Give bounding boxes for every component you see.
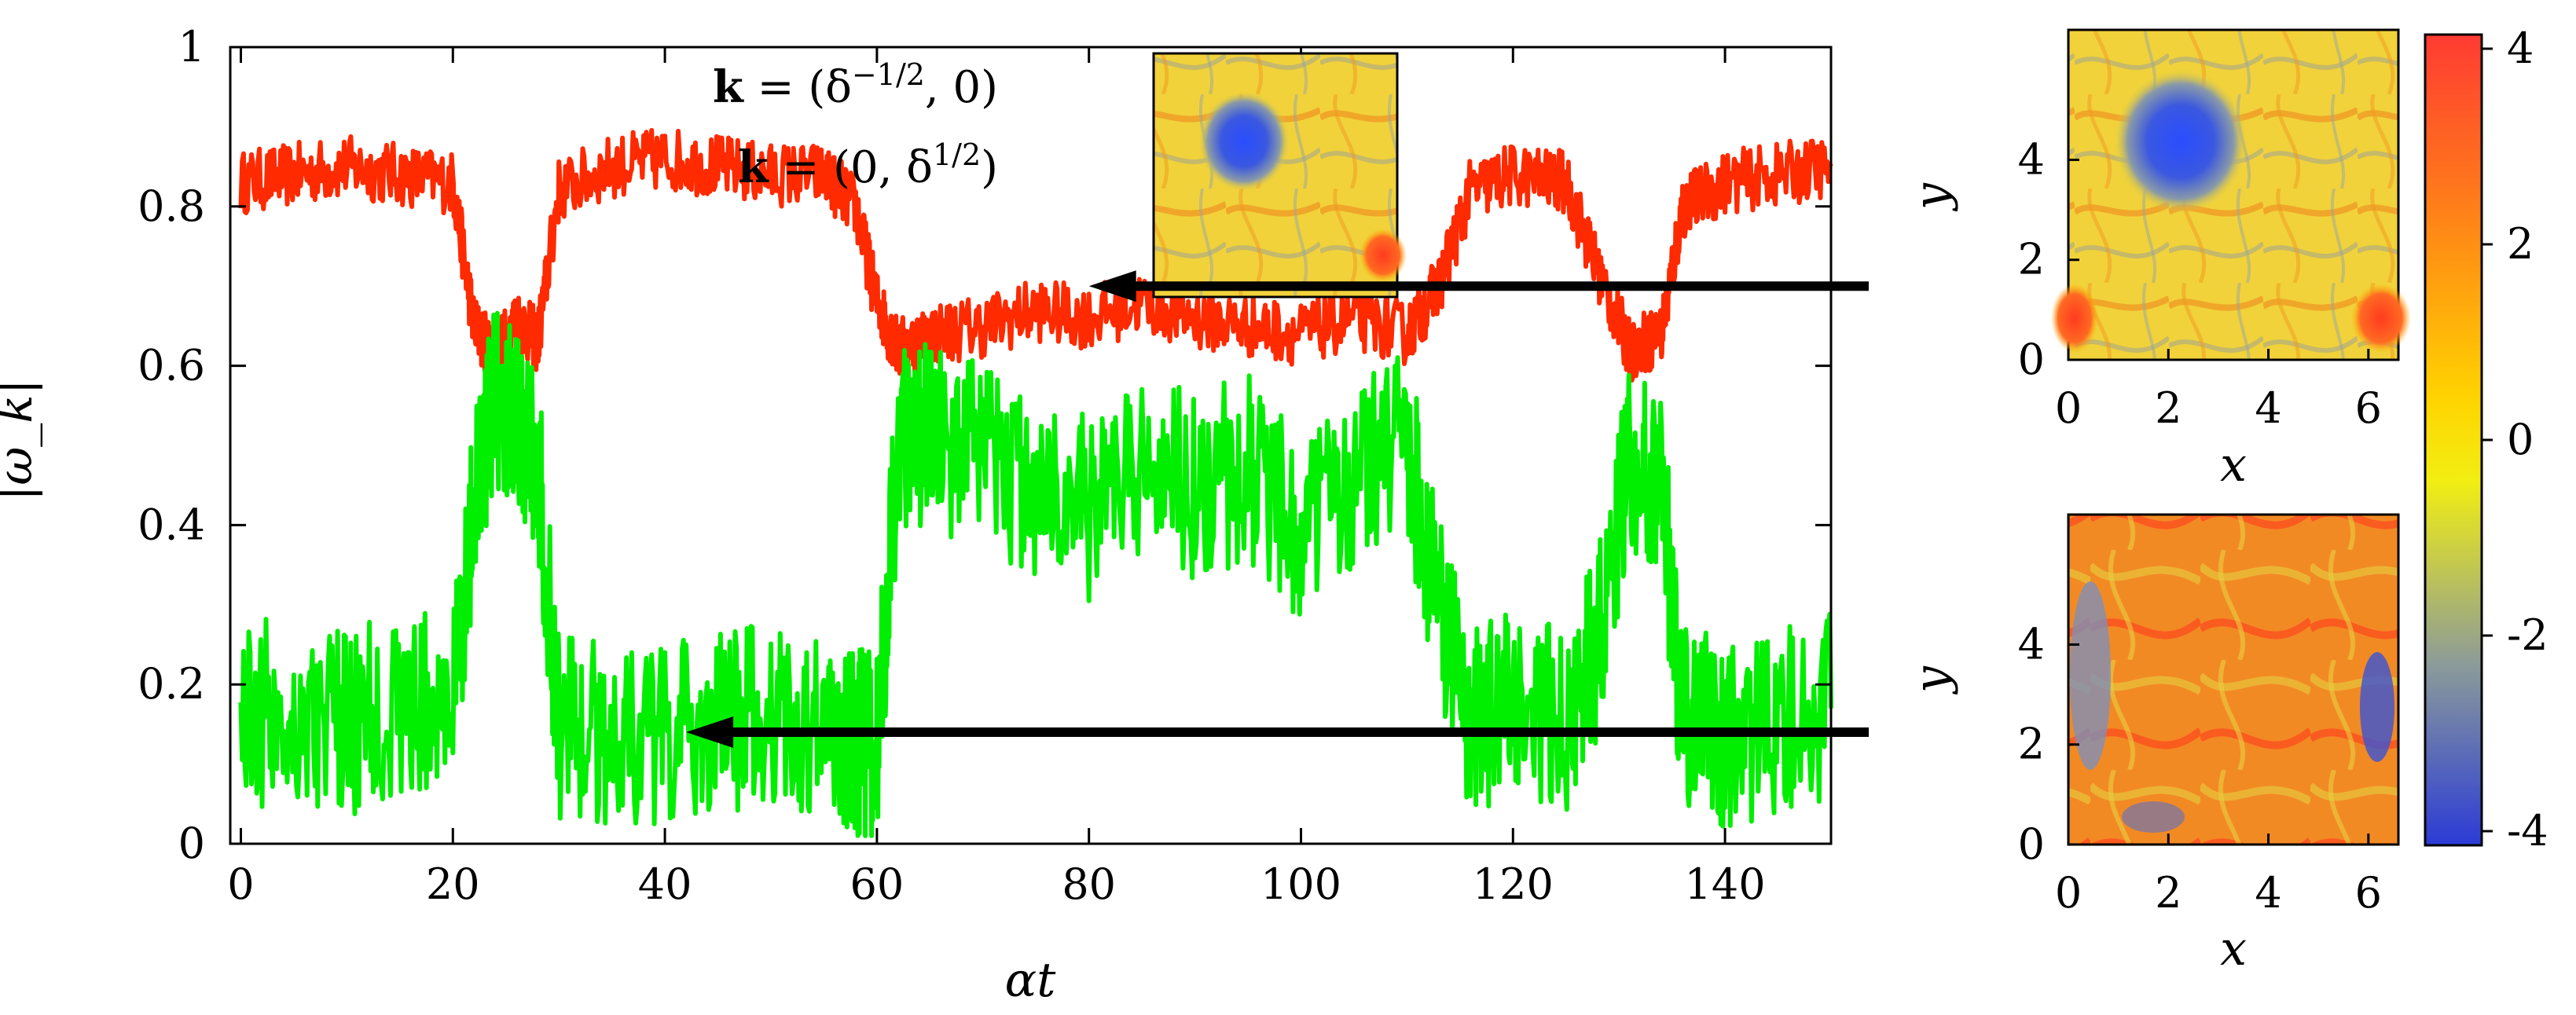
colorbar-tick-label: 0 (2507, 415, 2534, 464)
x-tick-label: 140 (1685, 859, 1766, 909)
colorbar: 4 2 0 -2 -4 (2424, 24, 2548, 856)
x-tick-label: 20 (426, 859, 480, 909)
colorbar-tick-label: -2 (2507, 610, 2548, 660)
y-tick-label: 1 (178, 22, 205, 71)
main-plot: 0 20 40 60 80 100 120 140 0 0.2 0.4 0.6 0.8 1 αt |ω_… (0, 22, 1869, 1008)
y-axis-ticks: 0 2 4 (2018, 134, 2079, 384)
series-line (238, 127, 1833, 383)
x-tick-label: 4 (2255, 868, 2281, 918)
x-tick-label: 40 (638, 859, 692, 909)
x-axis-label: x (2220, 922, 2247, 977)
x-tick-label: 2 (2155, 383, 2182, 433)
x-tick-label: 0 (2055, 383, 2082, 433)
x-tick-label: 4 (2255, 383, 2281, 433)
y-tick-label: 0 (2018, 335, 2045, 384)
arrows (686, 270, 1869, 749)
y-axis-ticks: 0 2 4 (2018, 619, 2079, 869)
colorbar-tick-label: 2 (2507, 219, 2534, 269)
colorbar-tick-label: 4 (2507, 24, 2534, 73)
legend-entry-green: k = (0, δ1/2) (738, 137, 998, 193)
inset-snapshot (1152, 52, 1407, 299)
y-axis-label: y (1904, 182, 1959, 212)
y-tick-label: 0.2 (138, 659, 205, 709)
x-tick-label: 6 (2355, 868, 2382, 918)
y-axis-ticks: 0 0.2 0.4 0.6 0.8 1 (138, 22, 1831, 868)
x-axis-label: x (2220, 438, 2247, 493)
y-tick-label: 0.8 (138, 181, 205, 231)
x-tick-label: 120 (1473, 859, 1554, 909)
x-tick-label: 0 (2055, 868, 2082, 918)
arrow-head (1088, 270, 1136, 302)
y-tick-label: 0 (2018, 819, 2045, 869)
arrow-head (686, 716, 734, 749)
y-axis-label: y (1904, 665, 1959, 695)
x-axis-label: αt (1005, 953, 1057, 1008)
series-green (238, 310, 1833, 838)
x-axis-ticks: 0 2 4 6 (2055, 349, 2382, 433)
x-axis-ticks: 0 20 40 60 80 100 120 140 (227, 47, 1766, 909)
y-tick-label: 4 (2018, 619, 2045, 669)
x-axis-ticks: 0 2 4 6 (2055, 834, 2382, 918)
series-red (238, 127, 1833, 383)
y-tick-label: 0.4 (138, 500, 205, 549)
x-tick-label: 60 (850, 859, 905, 909)
legend-entry-red: k = (δ−1/2, 0) (713, 57, 998, 113)
x-tick-label: 2 (2155, 868, 2182, 918)
y-tick-label: 0.6 (138, 341, 205, 390)
x-tick-label: 80 (1062, 859, 1116, 909)
x-tick-label: 6 (2355, 383, 2382, 433)
y-tick-label: 0 (178, 819, 205, 868)
colorbar-ticks: 4 2 0 -2 -4 (2482, 24, 2548, 856)
x-tick-label: 0 (227, 859, 254, 909)
snapshot-bottom: 0 2 4 6 0 2 4 x y (1904, 513, 2400, 977)
y-tick-label: 2 (2018, 720, 2045, 769)
plot-frame (229, 46, 1833, 845)
y-axis-label: |ω_k| (0, 379, 43, 501)
y-tick-label: 2 (2018, 235, 2045, 284)
x-tick-label: 100 (1260, 859, 1341, 909)
snapshot-top: 0 2 4 6 0 2 4 x y (1904, 28, 2411, 493)
y-tick-label: 4 (2018, 134, 2045, 184)
colorbar-tick-label: -4 (2507, 806, 2548, 856)
series-line (238, 310, 1833, 838)
